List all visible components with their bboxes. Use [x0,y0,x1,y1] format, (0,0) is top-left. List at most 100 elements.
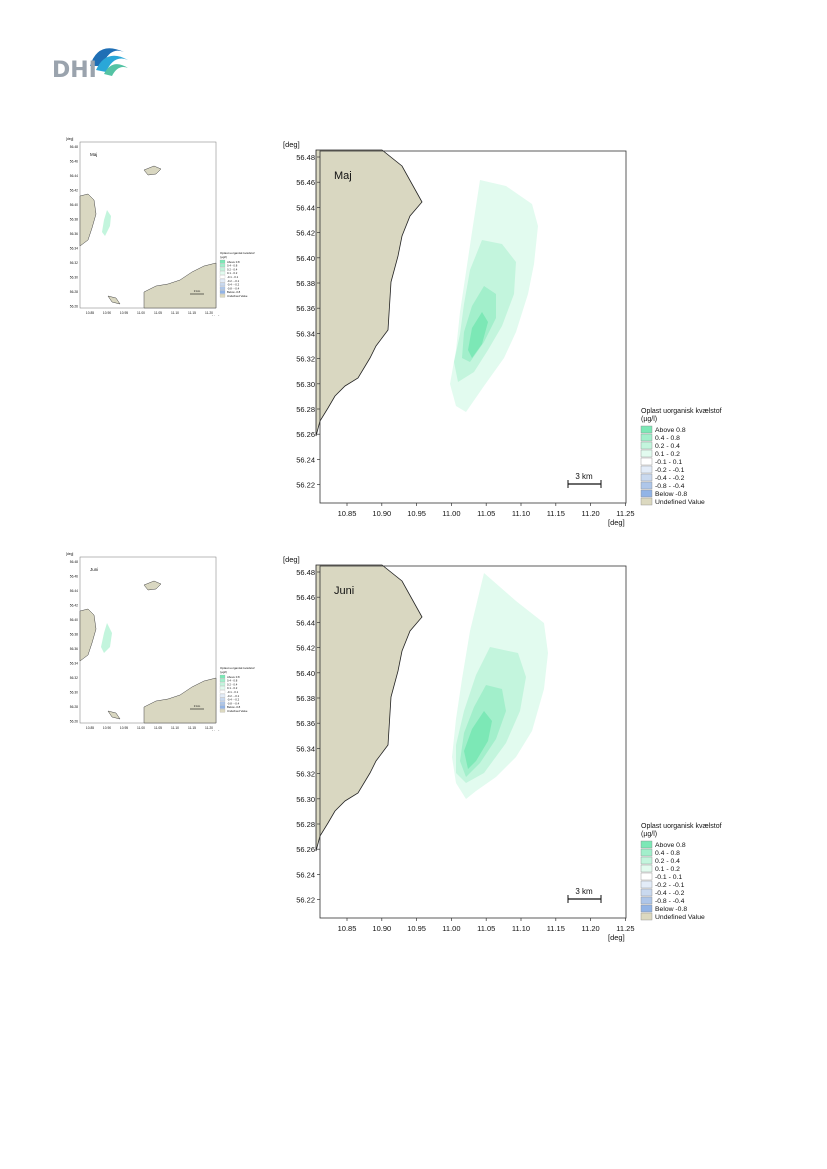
overview-legend-item: -0.8 - -0.4 [227,701,240,705]
dhi-logo: DHI [50,36,130,83]
x-tick-label: 11.25 [616,509,634,518]
overview-x-tick-label: 10.95 [120,726,128,730]
month-label: Maj [334,170,352,182]
x-tick-label: 11.05 [477,924,495,933]
overview-unit: [deg] [66,137,73,141]
legend-item-label: 0.1 - 0.2 [655,451,680,458]
overview-coast-southeast [143,262,217,309]
y-tick-label: 56.28 [296,820,315,829]
y-tick-label: 56.38 [296,279,315,288]
overview-y-tick-label: 56.36 [70,647,78,651]
map-frame [319,565,627,919]
overview-legend-item: -0.4 - -0.2 [227,283,240,287]
overview-legend-swatch [219,678,226,683]
overview-legend-item: -0.1 - 0.1 [227,690,239,694]
logo-text: DHI [52,58,97,83]
legend-item-label: 0.2 - 0.4 [655,858,680,865]
overview-legend-swatch [219,259,226,264]
scalebar-label: 3 km [575,887,593,896]
legend-swatch [640,904,653,913]
overview-legend-swatch [219,278,226,283]
overview-y-tick-label: 56.42 [70,604,78,608]
overview-y-tick-label: 56.48 [70,560,78,564]
overview-legend-item: 0.4 - 0.8 [227,679,238,683]
overview-legend-item: -0.8 - -0.4 [227,286,240,290]
overview-legend-swatch [219,674,226,679]
y-tick-label: 56.40 [296,254,315,263]
overview-y-tick-label: 56.36 [70,232,78,236]
y-tick-label: 56.24 [296,870,315,879]
overview-legend-swatch [219,690,226,694]
legend-swatch [640,489,653,498]
overview-legend-item: -0.2 - -0.1 [227,694,240,698]
legend-item-label: -0.2 - -0.1 [655,467,685,474]
y-tick-label: 56.46 [296,178,315,187]
overview-island [143,165,162,176]
x-axis-unit: [deg] [608,518,625,527]
plume-contour-3 [464,711,492,769]
overview-legend-title: Oplast uorganisk kvælstof [220,666,255,670]
y-tick-label: 56.28 [296,405,315,414]
overview-coast-west [79,193,97,247]
y-tick-label: 56.30 [296,795,315,804]
plume-contours [450,180,538,412]
scalebar-label: 3 km [575,472,593,481]
overview-y-tick-label: 56.28 [70,290,78,294]
overview-unit: [deg] [212,315,219,316]
plume-contours [452,573,548,799]
legend-item-label: 0.4 - 0.8 [655,850,680,857]
legend-swatch [640,441,653,450]
legend-swatch [640,457,653,466]
logo-waves-icon [90,48,128,76]
legend-swatch [640,481,653,490]
overview-y-tick-label: 56.38 [70,633,78,637]
y-tick-label: 56.32 [296,355,315,364]
legend-swatch [640,896,653,905]
legend-title: Oplast uorganisk kvælstof [641,823,722,830]
legend-swatch [640,425,653,434]
overview-legend-swatch [219,267,226,271]
legend-unit: (µg/l) [641,831,657,838]
y-tick-label: 56.34 [296,329,315,338]
y-tick-label: 56.42 [296,229,315,238]
legend-swatch [640,473,653,482]
month-label: Juni [334,585,354,597]
legend-item-label: -0.1 - 0.1 [655,459,682,466]
overview-x-tick-label: 11.00 [137,311,145,315]
overview-scalebar-label: 3 km [194,704,201,708]
overview-legend-swatch [219,682,226,686]
overview-x-tick-label: 11.10 [171,311,179,315]
x-tick-label: 11.10 [512,924,530,933]
legend-unit: (µg/l) [641,416,657,423]
map-frame [319,150,627,504]
x-tick-label: 11.00 [442,509,460,518]
overview-y-tick-label: 56.26 [70,305,78,309]
overview-map-maj: 56.48 56.46 56.44 56.42 56.40 56.38 56.36 56.34… [64,136,274,321]
overview-month-label: Juni [90,567,98,572]
overview-legend-item: Above 0.8 [227,675,240,679]
x-tick-label: 11.05 [477,509,495,518]
legend-swatch [640,880,653,889]
overview-legend-title: Oplast uorganisk kvælstof [220,251,255,255]
overview-legend-swatch [219,701,226,705]
x-tick-label: 11.15 [547,509,565,518]
overview-legend-swatch [219,263,226,268]
overview-coast-west [79,608,97,662]
x-tick-label: 10.90 [372,509,391,518]
overview-y-tick-label: 56.46 [70,160,78,164]
overview-y-tick-label: 56.42 [70,189,78,193]
overview-y-tick-label: 56.28 [70,705,78,709]
legend-item-label: Below -0.8 [655,491,687,498]
overview-plume [102,210,111,236]
overview-legend-item: 0.2 - 0.4 [227,682,238,686]
y-tick-label: 56.24 [296,455,315,464]
legend-swatch [640,872,653,881]
overview-x-tick-label: 10.90 [103,311,111,315]
overview-legend-item: Undefined Value [227,294,248,298]
y-tick-label: 56.38 [296,694,315,703]
legend-swatch [640,848,653,857]
legend-swatch [640,497,653,506]
overview-island [143,580,162,591]
overview-x-tick-label: 11.05 [154,726,162,730]
x-tick-label: 11.20 [581,509,599,518]
